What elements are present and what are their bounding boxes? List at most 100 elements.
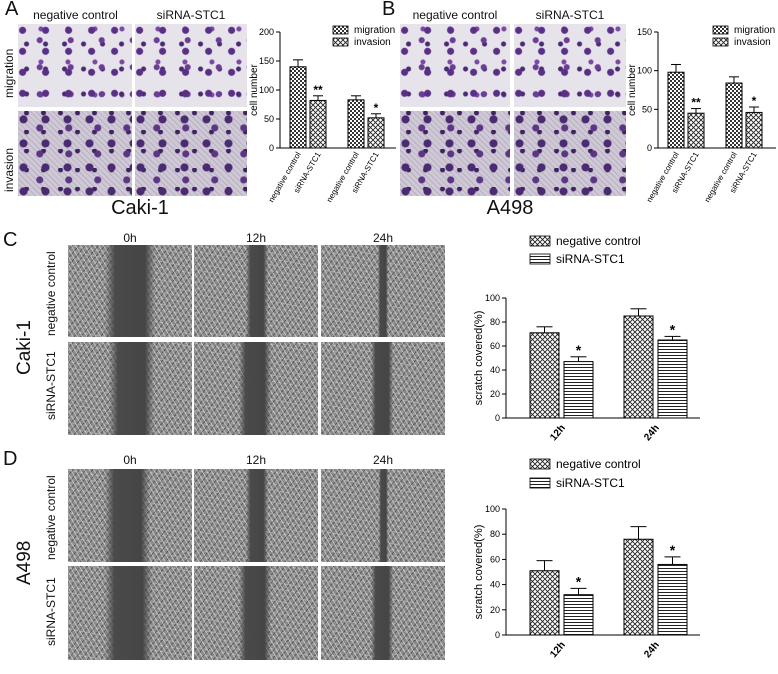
legend-label: siRNA-STC1 <box>556 252 625 266</box>
scratch-c-control-24h <box>321 245 445 337</box>
y-tick-label: 50 <box>642 104 652 114</box>
legend-label: invasion <box>734 37 771 48</box>
bar <box>687 112 705 149</box>
panel-d-time-24h: 24h <box>372 453 394 467</box>
y-axis-label: scratch covered(%) <box>473 311 485 406</box>
legend-label: migration <box>734 25 775 36</box>
bar <box>623 538 654 636</box>
scratch-c-sirna-12h <box>194 342 318 435</box>
y-axis-label: scratch covered(%) <box>473 525 485 620</box>
y-tick-label: 0 <box>647 143 652 153</box>
x-tick-label: negative control <box>703 150 739 204</box>
panel-d-time-0h: 0h <box>123 453 137 467</box>
bar <box>289 66 307 149</box>
x-tick-label: negative control <box>325 150 361 204</box>
scratch-d-control-0h <box>68 469 192 562</box>
micrograph-b-migration-control <box>400 24 510 107</box>
bar <box>563 594 594 636</box>
y-tick-label: 50 <box>264 114 274 124</box>
bar <box>657 339 688 419</box>
y-tick-label: 150 <box>259 56 274 66</box>
scratch-d-sirna-12h <box>194 566 318 660</box>
significance-marker: * <box>374 101 379 115</box>
panel-d-row-negative-control: negative control <box>44 475 58 560</box>
scratch-c-sirna-24h <box>321 342 445 435</box>
significance-marker: * <box>670 542 676 558</box>
panel-b-label: B <box>382 0 396 20</box>
panel-a-cell-line: Caki-1 <box>111 197 169 219</box>
panel-c-time-24h: 24h <box>372 231 394 245</box>
scratch-d-sirna-24h <box>321 566 445 660</box>
y-axis-label: cell number <box>249 63 260 115</box>
legend-swatch <box>332 37 349 47</box>
legend-label: migration <box>354 25 395 36</box>
y-tick-label: 0 <box>495 413 500 423</box>
y-tick-label: 60 <box>490 554 500 564</box>
x-tick-label: 24h <box>642 423 662 442</box>
micrograph-a-migration-control <box>18 24 132 107</box>
legend-swatch <box>529 235 551 247</box>
legend-swatch <box>712 25 729 35</box>
bar <box>529 570 560 636</box>
y-tick-label: 40 <box>490 365 500 375</box>
panel-d-label: D <box>3 448 18 470</box>
significance-marker: * <box>752 94 757 108</box>
panel-c-cell-line: Caki-1 <box>14 320 35 375</box>
micrograph-a-invasion-control <box>18 111 132 196</box>
x-tick-label: 12h <box>548 423 568 442</box>
y-tick-label: 60 <box>490 341 500 351</box>
y-tick-label: 0 <box>495 630 500 640</box>
panel-d-row-sirna-stc1: siRNA-STC1 <box>44 577 58 646</box>
y-tick-label: 80 <box>490 317 500 327</box>
scratch-d-sirna-0h <box>68 566 192 660</box>
legend-label: invasion <box>354 37 391 48</box>
micrograph-a-invasion-sirna <box>135 111 247 196</box>
panel-a-row-invasion: invasion <box>2 147 16 192</box>
y-tick-label: 0 <box>269 143 274 153</box>
scratch-c-control-12h <box>194 245 318 337</box>
x-tick-label: negative control <box>267 150 303 204</box>
legend-label: negative control <box>556 234 641 248</box>
bar <box>367 117 385 149</box>
y-axis-label: cell number <box>627 63 638 115</box>
bar <box>667 71 685 149</box>
scratch-c-control-0h <box>68 245 192 337</box>
x-tick-label: negative control <box>645 150 681 204</box>
bar <box>745 111 763 149</box>
legend-swatch <box>529 458 551 470</box>
y-tick-label: 40 <box>490 580 500 590</box>
bar <box>623 315 654 419</box>
panel-c-row-sirna-stc1: siRNA-STC1 <box>44 351 58 420</box>
significance-marker: ** <box>313 83 323 97</box>
x-tick-label: 24h <box>642 640 662 660</box>
legend-swatch <box>712 37 729 47</box>
y-tick-label: 150 <box>637 27 652 37</box>
significance-marker: * <box>576 342 582 358</box>
panel-d-time-12h: 12h <box>245 453 267 467</box>
bar <box>529 332 560 419</box>
legend-label: negative control <box>556 457 641 471</box>
legend-swatch <box>332 25 349 35</box>
panel-c-time-0h: 0h <box>123 231 137 245</box>
panel-d-cell-line: A498 <box>14 540 35 585</box>
micrograph-b-invasion-sirna <box>514 111 626 196</box>
panel-c-label: C <box>3 229 18 251</box>
scratch-d-control-12h <box>194 469 318 562</box>
micrograph-b-migration-sirna <box>514 24 626 107</box>
panel-b-header-negative-control: negative control <box>412 8 498 22</box>
x-tick-label: 12h <box>548 640 568 660</box>
y-tick-label: 100 <box>637 66 652 76</box>
bar <box>347 99 365 149</box>
y-tick-label: 100 <box>485 504 500 514</box>
panel-b-cell-line: A498 <box>486 197 534 219</box>
panel-a-row-migration: migration <box>2 48 16 98</box>
panel-b-header-sirna-stc1: siRNA-STC1 <box>535 8 605 22</box>
legend-swatch <box>529 253 551 265</box>
bar <box>563 361 594 419</box>
micrograph-a-migration-sirna <box>135 24 247 107</box>
panel-c-row-negative-control: negative control <box>44 251 58 336</box>
bar <box>657 563 688 636</box>
legend-swatch <box>529 477 551 489</box>
